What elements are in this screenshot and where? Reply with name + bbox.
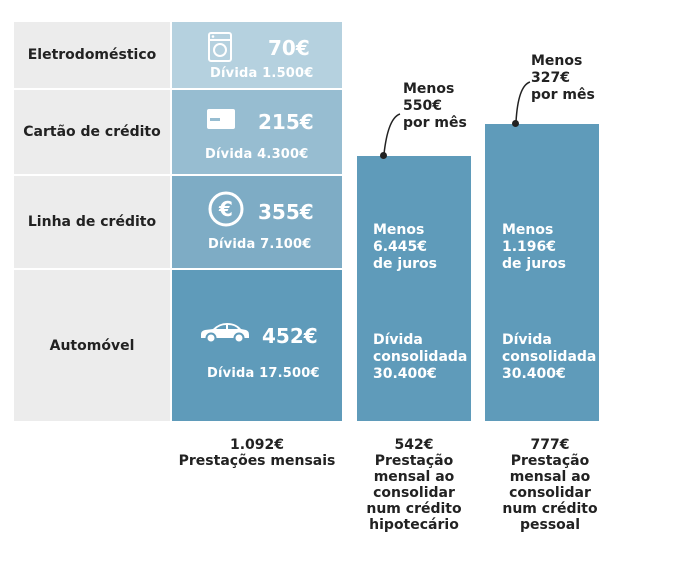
segment-amount: 355€ xyxy=(258,200,314,224)
row-divider xyxy=(14,88,342,90)
segment-debt: Dívida 4.300€ xyxy=(205,147,309,162)
bar-pessoal xyxy=(485,124,599,421)
stacked-total-value: 1.092€ xyxy=(229,437,285,453)
svg-text:€: € xyxy=(218,197,233,221)
callout-leader-line xyxy=(383,113,401,155)
segment-debt: Dívida 1.500€ xyxy=(210,66,314,81)
callout-leader-line xyxy=(515,81,531,123)
credit-card-icon xyxy=(207,109,235,129)
bar-hipotecario xyxy=(357,156,471,421)
segment-amount: 70€ xyxy=(268,36,310,60)
callout-text: Menos 327€ por mês xyxy=(531,53,595,103)
category-label-cartao: Cartão de crédito xyxy=(23,124,161,140)
segment-automovel xyxy=(172,270,342,421)
segment-amount: 452€ xyxy=(262,324,318,348)
stacked-total: 1.092€ Prestações mensais xyxy=(172,437,342,469)
segment-debt: Dívida 17.500€ xyxy=(207,366,320,381)
category-label-eletrodomestico: Eletrodoméstico xyxy=(27,47,157,63)
callout-text: Menos 550€ por mês xyxy=(403,81,467,131)
segment-amount: 215€ xyxy=(258,110,314,134)
category-label-linha: Linha de crédito xyxy=(27,214,157,230)
segment-eletrodomestico xyxy=(172,22,342,88)
bar-interest-text: Menos 1.196€ de juros xyxy=(502,222,567,272)
callout-dot xyxy=(380,152,387,159)
car-icon xyxy=(201,323,249,344)
bar-footer: 542€ Prestação mensal ao consolidar num … xyxy=(366,437,462,533)
euro-coin-icon: € xyxy=(208,191,244,227)
category-label-automovel: Automóvel xyxy=(49,337,135,354)
segment-linha xyxy=(172,176,342,268)
stacked-total-label: Prestações mensais xyxy=(178,453,336,469)
segment-debt: Dívida 7.100€ xyxy=(208,237,312,252)
bar-consolidated-text: Dívida consolidada 30.400€ xyxy=(373,332,468,382)
bar-footer: 777€ Prestação mensal ao consolidar num … xyxy=(502,437,598,533)
segment-cartao xyxy=(172,90,342,174)
row-divider xyxy=(14,174,342,176)
callout-dot xyxy=(512,120,519,127)
row-divider xyxy=(14,268,342,270)
washing-machine-icon xyxy=(208,32,232,62)
bar-interest-text: Menos 6.445€ de juros xyxy=(373,222,438,272)
bar-consolidated-text: Dívida consolidada 30.400€ xyxy=(502,332,597,382)
